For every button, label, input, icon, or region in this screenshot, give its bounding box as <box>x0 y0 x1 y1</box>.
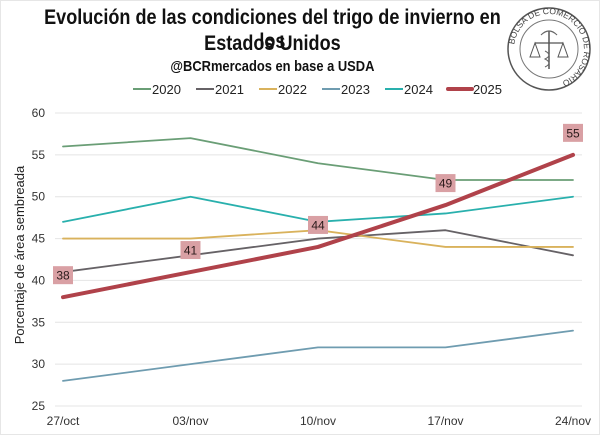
y-tick-label: 25 <box>32 399 46 413</box>
data-label: 44 <box>311 218 325 232</box>
x-tick-label: 24/nov <box>555 414 591 428</box>
legend-label-2023: 2023 <box>341 82 370 97</box>
chart-title-line2: Estados Unidos <box>204 32 341 55</box>
series-line-2020 <box>62 137 574 181</box>
data-label: 41 <box>184 244 198 258</box>
x-tick-label: 03/nov <box>172 414 208 428</box>
bcr-logo-icon: BOLSA DE COMERCIO DE ROSARIO <box>506 6 592 91</box>
legend-label-2020: 2020 <box>152 82 181 97</box>
legend-label-2022: 2022 <box>278 82 307 97</box>
data-label: 55 <box>566 126 580 140</box>
series-line-2021 <box>62 229 574 273</box>
x-tick-label: 17/nov <box>427 414 463 428</box>
y-tick-label: 55 <box>32 148 46 162</box>
data-label-box <box>435 174 456 193</box>
x-tick-label: 27/oct <box>47 414 80 428</box>
legend-label-2021: 2021 <box>215 82 244 97</box>
y-tick-label: 40 <box>32 273 46 287</box>
chart-subtitle: @BCRmercados en base a USDA <box>170 58 375 75</box>
data-label: 38 <box>56 269 70 283</box>
legend-label-2024: 2024 <box>404 82 433 97</box>
y-tick-label: 35 <box>32 315 46 329</box>
chart-title-line1: Evolución de las condiciones del trigo d… <box>44 6 501 53</box>
x-tick-label: 10/nov <box>300 414 336 428</box>
y-tick-label: 30 <box>32 357 46 371</box>
y-axis-label: Porcentaje de área sembreada <box>12 165 27 344</box>
data-label-box <box>563 123 583 142</box>
y-tick-label: 60 <box>32 106 46 120</box>
series-line-2023 <box>62 329 574 382</box>
data-label-box <box>180 241 201 260</box>
y-tick-label: 45 <box>32 232 46 246</box>
legend-label-2025: 2025 <box>473 82 502 97</box>
data-label: 49 <box>439 177 453 191</box>
data-label-box <box>308 215 328 234</box>
data-label-box <box>53 266 73 285</box>
y-tick-label: 50 <box>32 190 46 204</box>
